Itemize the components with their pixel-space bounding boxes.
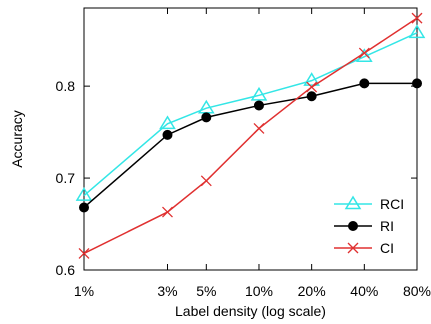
data-point (253, 122, 265, 134)
legend-marker (348, 221, 358, 231)
legend-label: RI (380, 218, 394, 234)
data-point (412, 78, 422, 89)
y-tick-label: 0.7 (56, 170, 76, 186)
x-tick-label: 80% (403, 283, 431, 299)
x-tick-label: 40% (350, 283, 378, 299)
legend-marker (347, 242, 359, 254)
legend-item-ci: CI (334, 240, 394, 256)
series-layer (75, 12, 426, 259)
data-point-stroke-b (411, 12, 423, 24)
legend-marker-stroke-b (347, 242, 359, 254)
data-point (79, 202, 89, 213)
data-point (162, 129, 173, 140)
data-point (253, 100, 264, 111)
data-point-stroke-b (200, 175, 212, 187)
data-point (358, 47, 370, 59)
data-point-stroke-b (253, 122, 265, 134)
data-point (306, 81, 318, 93)
x-tick-label: 20% (298, 283, 326, 299)
data-point-stroke-b (358, 47, 370, 59)
series-ri (79, 78, 422, 213)
data-point-stroke-b (306, 81, 318, 93)
data-point (250, 86, 268, 101)
legend-item-ri: RI (334, 218, 394, 234)
data-point (359, 78, 370, 89)
data-point (408, 24, 426, 39)
series-ci (78, 12, 423, 259)
plot-frame (83, 7, 418, 271)
x-tick-label: 5% (196, 283, 216, 299)
data-point (162, 206, 173, 218)
data-point (159, 115, 176, 130)
data-point (306, 91, 317, 102)
legend-label: CI (380, 240, 394, 256)
x-tick-label: 1% (74, 283, 94, 299)
data-point (201, 112, 212, 123)
axes: 1% 3% 5% 10% 20% 40% 80% 0.6 0.7 0.8 (56, 8, 431, 299)
legend-item-rci: RCI (334, 195, 404, 212)
y-tick-label: 0.8 (56, 78, 76, 94)
x-tick-label: 10% (245, 283, 273, 299)
plot-area (83, 7, 418, 271)
data-point (78, 247, 90, 259)
data-point (411, 12, 423, 24)
y-tick-label: 0.6 (56, 262, 76, 278)
data-point (75, 187, 93, 201)
y-axis-label: Accuracy (9, 110, 25, 168)
series-line (83, 32, 418, 197)
x-tick-label: 3% (157, 283, 177, 299)
data-point (303, 72, 320, 86)
legend-marker (344, 195, 362, 210)
legend-label: RCI (380, 196, 404, 212)
data-point-stroke-b (162, 206, 173, 218)
series-rci (75, 24, 426, 201)
legend: RCI RI CI (334, 195, 404, 256)
data-point-stroke-b (78, 247, 90, 259)
data-point (200, 175, 212, 187)
x-axis-label: Label density (log scale) (175, 303, 326, 319)
series-line (83, 82, 417, 209)
